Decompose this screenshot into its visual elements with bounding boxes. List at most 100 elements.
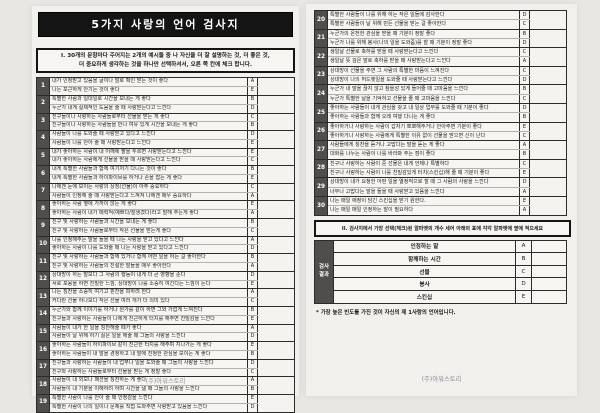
option-letter: B: [247, 253, 258, 264]
answer-check-cell[interactable]: [257, 130, 295, 149]
love-language-label: 인정하는 말: [333, 239, 516, 254]
answer-check-cell[interactable]: [529, 66, 567, 86]
item-number: 8: [36, 200, 50, 220]
instruction-line-1: I. 30개의 문항마다 주어지는 2개의 예시들 중 나 자신을 더 잘 설명…: [61, 53, 270, 59]
answer-check-cell[interactable]: [257, 271, 295, 290]
answer-check-cell[interactable]: [257, 148, 295, 167]
answer-check-cell[interactable]: [529, 140, 567, 160]
item-option-row: 커다란 선물 하나보다 작은 선물 여러 개가 더 의미 있다 C: [37, 297, 295, 308]
option-letter: E: [247, 86, 258, 96]
love-language-label: 스킨십: [333, 289, 516, 304]
item-option-row: 6 내게 특별한 사람들과 함께 여기저기 다니는 것이 좋다 B: [36, 165, 295, 184]
option-text: 내가 좋아하는 사람이 내 어깨에 팔을 두르면 사랑받는다고 느낀다: [49, 148, 248, 158]
answer-check-cell[interactable]: [529, 10, 567, 30]
answer-check-cell[interactable]: [529, 29, 567, 49]
option-letter: C: [247, 183, 258, 193]
option-text: 친구 및 사랑하는 사람들과 함께 있거나 함께 어떤 일을 하는 걸 좋아한다: [49, 253, 248, 264]
answer-check-cell[interactable]: [257, 113, 295, 132]
love-language-letter: A: [515, 239, 532, 254]
results-footnote: * 가장 높은 빈도를 가진 것이 자신의 제 1사랑의 언어입니다.: [316, 309, 456, 316]
results-side-label-line: 결과: [319, 271, 329, 278]
answer-check-cell[interactable]: [257, 95, 295, 114]
item-option-row: 서로 포옹을 하면 친밀한 느낌, 상대방이 나를 소중히 여긴다는 느낌이 든…: [37, 280, 295, 290]
answer-check-cell[interactable]: [257, 341, 295, 360]
option-text: 좋아하는 사람들이 하이파이브 같이 친근한 터치를 해주며 지나가는 게 좋다: [49, 341, 248, 352]
item-number: 16: [36, 341, 50, 360]
item-option-row: 사람들이 날 위해 하기 싫은 일을 해줄 때 그들의 사랑을 느낀다 D: [37, 332, 295, 343]
answer-check-cell[interactable]: [257, 359, 295, 378]
item-number: 10: [36, 236, 50, 255]
option-letter: B: [519, 112, 530, 123]
option-letter: C: [247, 156, 258, 167]
option-letter: B: [247, 218, 258, 228]
answer-check-cell[interactable]: [257, 306, 295, 325]
option-letter: A: [519, 140, 530, 151]
answer-check-cell[interactable]: [257, 183, 295, 202]
count-entry-cell[interactable]: [531, 239, 567, 254]
item-number: 22: [314, 47, 328, 67]
option-letter: D: [247, 104, 258, 114]
item-option-row: 좋아하는 사람들과 함께 오래 여행 다니는 게 좋다 B: [315, 112, 567, 123]
option-text: 사람들이 나를 안아 줄 때 사랑받는다고 느낀다: [49, 139, 248, 149]
answer-check-cell[interactable]: [257, 376, 295, 395]
questionnaire-page-2: 20 특별한 사람들이 나를 위해 하는 작은 일들에 감사한다 D 특별한 사람들이…: [306, 4, 577, 396]
option-letter: E: [247, 394, 258, 404]
option-text: 대화를 나누는 사람이 나를 바라봐 주는 점이 좋다: [327, 149, 520, 160]
answer-check-cell[interactable]: [529, 177, 567, 197]
item-option-row: 친구 및 사랑하는 사람들의 친절한 말들을 매우 좋아한다 A: [37, 262, 295, 272]
item-number: 13: [36, 288, 50, 308]
answer-check-cell[interactable]: [529, 122, 567, 142]
results-table: 검사 결과 인정하는 말 A 함께하는 시간 B 선물 C 봉사 D 스킨십 E: [314, 239, 567, 304]
love-language-letter: D: [515, 277, 532, 291]
answer-check-cell[interactable]: [529, 84, 567, 104]
count-entry-cell[interactable]: [531, 252, 567, 266]
option-letter: A: [247, 236, 258, 246]
answer-check-cell[interactable]: [257, 77, 295, 96]
option-letter: E: [247, 148, 258, 158]
option-letter: D: [519, 10, 530, 21]
option-text: 상대방이 나의 허드렛일을 도와줄 때 사랑받는다고 느낀다: [327, 75, 520, 86]
option-letter: E: [519, 168, 530, 179]
option-text: 나를 인정해주는 말을 들을 때 나는 사랑을 받고 있다고 느낀다: [49, 236, 248, 246]
answer-check-cell[interactable]: [529, 47, 567, 67]
answer-check-cell[interactable]: [257, 253, 295, 272]
answer-check-cell[interactable]: [529, 103, 567, 123]
item-option-row: 5 내가 좋아하는 사람이 내 어깨에 팔을 두르면 사랑받는다고 느낀다 E: [36, 148, 295, 167]
option-letter: A: [247, 209, 258, 220]
item-option-row: 12 상대방이 하는 말보다 그 사람의 행동이 내게 더 큰 영향을 준다 D: [36, 271, 295, 290]
item-number: 9: [36, 218, 50, 237]
option-text: 사람들이 인정해 줄 때 사랑받는다고 느껴져 나에겐 매우 중요하다: [49, 192, 248, 202]
option-text: 친구들과 사랑하는 사람들이 나에게 친근하게 터치를 해주면 친밀감을 느낀다: [49, 315, 248, 325]
item-option-row: 내가 좋아하는 사람에게 선물을 받을 때 사랑받는다고 느낀다 C: [37, 156, 295, 167]
answer-check-cell[interactable]: [257, 236, 295, 255]
item-number: 30: [314, 196, 328, 216]
answer-check-cell[interactable]: [529, 196, 567, 216]
option-text: 내가 좋아하는 사람에게 선물을 받을 때 사랑받는다고 느낀다: [49, 156, 248, 167]
option-letter: B: [519, 149, 530, 160]
answer-check-cell[interactable]: [257, 165, 295, 184]
item-option-row: 특별한 사람이 나의 일이나 문제를 직접 도와주면 사랑받고 있음을 느낀다 D: [37, 403, 295, 413]
item-number: 4: [36, 130, 50, 149]
option-text: 좋아하는 사람이 내가 매력적(예쁘다/잘생겼다)라고 말해 주는게 좋다: [49, 209, 248, 220]
count-entry-cell[interactable]: [531, 277, 567, 291]
item-option-row: 3 친구들이나 사랑하는 사람들로부터 선물을 받는 게 좋다 C: [36, 113, 295, 132]
option-letter: D: [247, 244, 258, 255]
answer-check-cell[interactable]: [257, 394, 295, 413]
option-letter: A: [247, 288, 258, 299]
count-entry-cell[interactable]: [531, 264, 567, 279]
answer-check-cell[interactable]: [257, 288, 295, 308]
item-number: 28: [314, 159, 328, 179]
item-number: 7: [36, 183, 50, 202]
count-entry-cell[interactable]: [531, 289, 567, 304]
answer-check-cell[interactable]: [257, 200, 295, 220]
answer-check-cell[interactable]: [257, 218, 295, 237]
item-option-row: 22 생일날 선물로 축하를 받을 때 사랑받는다고 느낀다 C: [314, 47, 567, 67]
item-option-row: 23 상대방이 선물을 주면 그 사람의 특별한 마음이 느껴진다 C: [314, 66, 567, 86]
item-number: 3: [36, 113, 50, 132]
company-footer: (주)아워스토리: [421, 376, 462, 383]
item-option-row: 내게 특별한 사람들과 하이파이브를 하거나 손을 잡는 게 좋다 E: [37, 174, 295, 184]
answer-check-cell[interactable]: [257, 324, 295, 343]
results-row: 봉사 D: [315, 277, 567, 291]
option-text: 좋아하는 사람들과 함께 오래 여행 다니는 게 좋다: [327, 112, 520, 123]
answer-check-cell[interactable]: [529, 159, 567, 179]
